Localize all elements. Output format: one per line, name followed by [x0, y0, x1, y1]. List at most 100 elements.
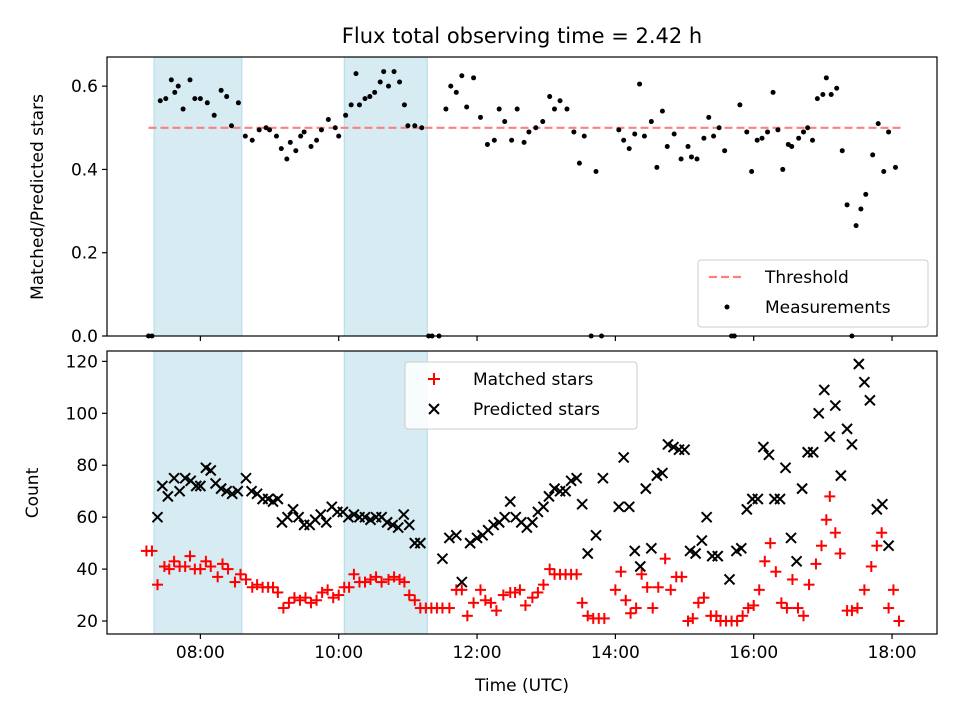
measurement-point	[621, 137, 627, 143]
measurement-point	[863, 191, 869, 197]
predicted-stars-point	[790, 555, 803, 568]
predicted-stars-point	[774, 493, 786, 505]
predicted-stars-point	[858, 376, 871, 388]
legend-matched-swatch	[428, 373, 440, 385]
y-tick-label: 60	[76, 508, 98, 528]
matched-stars-point	[205, 560, 217, 572]
y-tick-label: 0.0	[71, 327, 98, 347]
measurement-point	[391, 69, 397, 75]
measurement-point	[401, 102, 407, 108]
predicted-stars-point	[779, 462, 792, 474]
predicted-stars-point	[841, 423, 853, 435]
x-tick-label: 12:00	[453, 643, 502, 663]
predicted-stars-point	[796, 482, 808, 495]
predicted-stars-point	[678, 443, 691, 456]
measurement-point	[267, 127, 273, 133]
predicted-stars-point	[392, 521, 404, 534]
y-tick-label: 0.4	[71, 160, 98, 180]
predicted-stars-point	[570, 472, 583, 484]
predicted-stars-point	[617, 451, 630, 464]
shaded-interval-1	[153, 56, 243, 337]
measurement-point	[502, 119, 508, 125]
measurement-point	[471, 75, 477, 81]
measurement-point	[593, 169, 599, 175]
predicted-stars-point	[818, 384, 830, 396]
matched-stars-point	[403, 589, 415, 601]
legend-predicted-swatch	[428, 403, 440, 415]
predicted-stars-point	[162, 490, 174, 503]
measurement-point	[443, 106, 449, 112]
measurement-point	[229, 123, 234, 129]
predicted-stars-point	[464, 537, 476, 549]
measurement-point	[688, 154, 694, 160]
matched-stars-point	[316, 586, 328, 598]
measurement-point	[820, 91, 826, 97]
legend-threshold-label: Threshold	[764, 268, 849, 288]
measurement-point	[372, 89, 378, 95]
x-tick-label: 14:00	[591, 643, 640, 663]
matched-stars-point	[151, 579, 163, 591]
predicted-stars-point	[348, 508, 360, 521]
matched-stars-point	[468, 597, 480, 609]
measurement-point	[564, 106, 570, 112]
top-legend: Threshold Measurements	[697, 259, 929, 328]
matched-stars-point	[246, 581, 258, 593]
predicted-stars-point	[746, 493, 759, 505]
measurement-point	[801, 129, 807, 135]
measurement-point	[168, 77, 174, 83]
bottom-y-ticks: 20 40 60 80 100 120	[66, 352, 107, 632]
matched-stars-point	[871, 540, 883, 552]
y-tick-label: 20	[76, 612, 98, 632]
predicted-stars-point	[315, 508, 327, 521]
y-tick-label: 40	[76, 560, 98, 580]
predicted-stars-point	[386, 519, 399, 531]
predicted-stars-point	[846, 438, 858, 451]
predicted-stars-point	[735, 542, 747, 555]
matched-stars-point	[514, 584, 526, 596]
measurement-point	[749, 169, 755, 175]
measurement-point	[496, 106, 502, 112]
predicted-stars-point	[757, 441, 770, 453]
predicted-stars-point	[700, 511, 713, 523]
bottom-shaded-intervals	[153, 350, 428, 635]
predicted-stars-point	[559, 485, 572, 497]
shaded-interval-2	[343, 56, 428, 337]
measurement-point	[632, 131, 638, 137]
measurement-point	[664, 144, 670, 150]
measurement-point	[175, 83, 181, 89]
count-points	[140, 358, 905, 627]
measurement-point	[448, 83, 454, 89]
measurement-point	[540, 119, 546, 125]
predicted-stars-point	[723, 573, 736, 586]
matched-stars-point	[394, 573, 406, 585]
matched-stars-point	[887, 584, 899, 596]
matched-stars-point	[163, 563, 175, 575]
matched-stars-point	[300, 592, 312, 604]
matched-stars-point	[764, 537, 776, 549]
measurement-point	[881, 169, 887, 175]
matched-stars-point	[327, 592, 339, 604]
x-tick-label: 16:00	[729, 643, 778, 663]
predicted-stars-point	[629, 545, 641, 557]
matched-stars-point	[333, 589, 345, 601]
predicted-stars-point	[543, 490, 555, 503]
top-x-ticks	[199, 336, 893, 341]
matched-stars-point	[184, 550, 196, 562]
matched-stars-point	[348, 568, 360, 580]
predicted-stars-point	[403, 519, 415, 531]
measurement-point	[298, 133, 304, 139]
matched-stars-point	[858, 584, 870, 596]
predicted-stars-point	[190, 480, 202, 492]
matched-stars-point	[267, 581, 279, 593]
predicted-stars-point	[168, 472, 180, 484]
matched-stars-point	[388, 571, 400, 583]
matched-stars-point	[829, 527, 841, 539]
measurement-point	[242, 133, 248, 139]
predicted-stars-point	[662, 438, 674, 451]
measurement-point	[626, 146, 632, 152]
measurement-point	[694, 156, 700, 162]
measurement-point	[759, 135, 765, 141]
measurement-point	[509, 137, 515, 143]
predicted-stars-point	[537, 501, 550, 513]
matched-stars-point	[876, 527, 888, 539]
